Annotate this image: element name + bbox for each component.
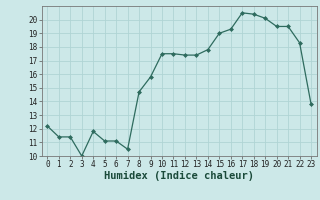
X-axis label: Humidex (Indice chaleur): Humidex (Indice chaleur) [104, 171, 254, 181]
